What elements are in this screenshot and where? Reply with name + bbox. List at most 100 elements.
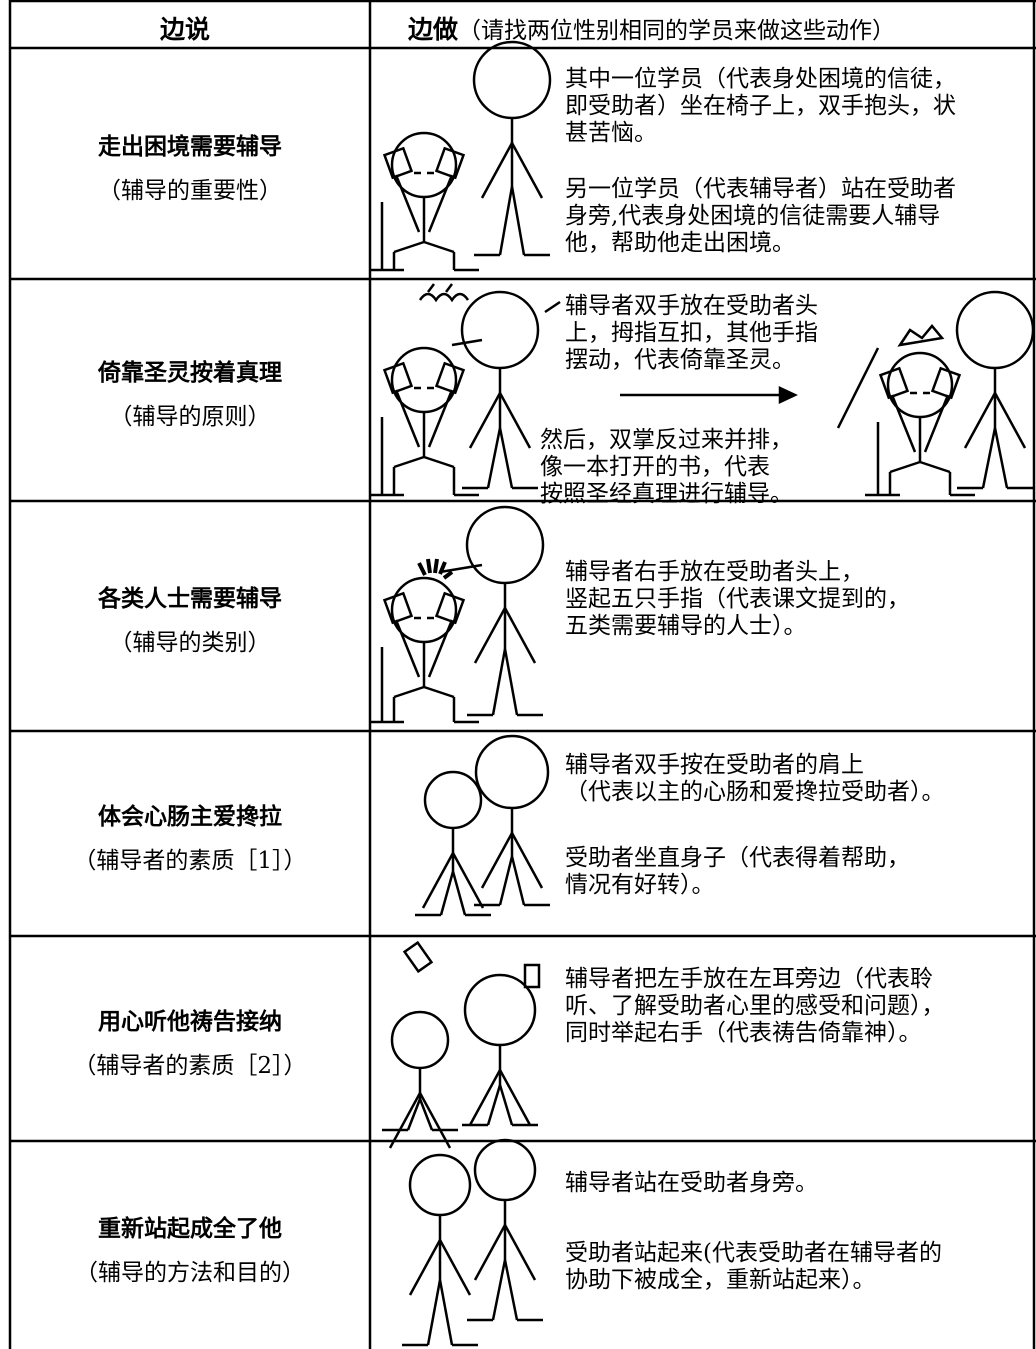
- figure-leg: [919, 460, 951, 474]
- figure-arm: [498, 1069, 532, 1126]
- figure-arm: [503, 607, 537, 664]
- figure-leg: [510, 186, 526, 256]
- figure-arm: [427, 619, 454, 678]
- figure-hand: [382, 591, 414, 625]
- row-subtitle: （辅导的类别）: [109, 630, 271, 656]
- description-line: 其中一位学员（代表身处困境的信徒，: [565, 66, 956, 92]
- figure-leg: [486, 427, 502, 489]
- figure-arm: [394, 619, 421, 678]
- row-title: 体会心肠主爱搀拉: [98, 803, 282, 830]
- figure-arm: [510, 832, 544, 889]
- figure-leg: [498, 856, 514, 906]
- arm-to-head: [451, 338, 483, 347]
- figure-head: [423, 770, 483, 830]
- figure-arm: [421, 852, 455, 909]
- description-line: 上，拇指互扣，其他手指: [565, 320, 818, 346]
- figure-leg: [438, 1279, 454, 1346]
- figure-arm: [394, 174, 421, 233]
- figure-leg: [491, 1259, 507, 1321]
- figure-arm: [498, 392, 532, 449]
- figure-leg: [406, 1098, 422, 1131]
- figure-head: [390, 1010, 450, 1070]
- figure-arm: [890, 394, 917, 453]
- figure-hand: [382, 361, 414, 395]
- figure-hand: [434, 146, 466, 180]
- description-line: 即受助者）坐在椅子上，双手抱头，状: [565, 93, 956, 119]
- description-line: （代表以主的心肠和爱搀拉受助者）。: [565, 779, 945, 805]
- figure-arm: [388, 1092, 422, 1149]
- description-line: 甚苦恼。: [565, 120, 657, 146]
- header-col2-title: 边做: [408, 15, 459, 44]
- figure-leg: [498, 186, 514, 256]
- figure-arm: [451, 852, 485, 909]
- figure-hand: [434, 361, 466, 395]
- description-line: 摆动，代表倚靠圣灵。: [565, 347, 795, 373]
- row-label: 重新站起成全了他 （辅导的方法和目的）: [10, 1209, 370, 1287]
- figure-head: [408, 1153, 472, 1217]
- figure-leg: [423, 455, 455, 469]
- header-col2: 边做（请找两位性别相同的学员来做这些动作）: [408, 10, 895, 46]
- figure-arm: [427, 389, 454, 448]
- row-title: 倚靠圣灵按着真理: [98, 360, 282, 386]
- description-line: 同时举起右手（代表祷告倚靠神）。: [565, 1020, 922, 1046]
- header-col2-note: （请找两位性别相同的学员来做这些动作）: [458, 18, 896, 44]
- description-line: 按照圣经真理进行辅导。: [540, 481, 793, 507]
- description-line: 辅导者把左手放在左耳旁边（代表聆: [565, 966, 933, 992]
- description-line: 他，帮助他走出困境。: [565, 230, 795, 256]
- row-subtitle: （辅导的原则）: [109, 404, 271, 430]
- figure-arm: [963, 392, 997, 449]
- pointer-line: [544, 300, 561, 314]
- description-line: 另一位学员（代表辅导者）站在受助者: [565, 176, 956, 202]
- arm-to-head: [439, 563, 483, 574]
- row-label: 走出困境需要辅导 （辅导的重要性）: [10, 127, 370, 205]
- figure-head: [465, 505, 545, 585]
- description-line: 辅导者站在受助者身旁。: [565, 1170, 818, 1196]
- figure-arm: [468, 1069, 502, 1126]
- description-line: 然后，双掌反过来并排，: [540, 427, 793, 453]
- figure-hand: [930, 366, 962, 400]
- row-label: 体会心肠主爱搀拉 （辅导者的素质［1］）: [10, 797, 370, 875]
- figure-arm: [418, 1092, 452, 1149]
- figure-arm: [993, 392, 1027, 449]
- figure-arm: [480, 142, 514, 199]
- row-subtitle: （辅导的方法和目的）: [75, 1259, 305, 1286]
- figure-leg: [491, 648, 507, 716]
- header-col1: 边说: [160, 15, 211, 44]
- description-line: 身旁,代表身处困境的信徒需要人辅导: [565, 203, 941, 229]
- row-subtitle: （辅导的重要性）: [98, 177, 282, 204]
- figure-head: [460, 290, 540, 370]
- row-title: 走出困境需要辅导: [98, 133, 282, 160]
- phone: [523, 963, 541, 989]
- figure-leg: [418, 1098, 434, 1131]
- row-label: 各类人士需要辅导 （辅导的类别）: [10, 579, 370, 657]
- figure-leg: [426, 1279, 442, 1346]
- figure-leg: [498, 427, 514, 489]
- figure-arm: [480, 832, 514, 889]
- phone: [402, 940, 434, 974]
- description-line: 辅导者右手放在受助者头上，: [565, 559, 864, 585]
- figure-arm: [473, 1224, 507, 1281]
- row-title: 重新站起成全了他: [98, 1215, 282, 1242]
- figure-head: [955, 290, 1035, 370]
- hand-five: [417, 558, 454, 580]
- figure-head: [472, 40, 552, 120]
- figure-leg: [393, 455, 425, 469]
- figure-leg: [393, 685, 425, 699]
- row-title: 用心听他祷告接纳: [98, 1008, 282, 1035]
- arrow-head: [778, 386, 798, 404]
- description-line: 受助者坐直身子（代表得着帮助，: [565, 845, 910, 871]
- row-subtitle: （辅导者的素质［1］）: [73, 847, 307, 874]
- row-subtitle: （辅导者的素质［2］）: [73, 1052, 307, 1079]
- figure-leg: [423, 685, 455, 699]
- figure-head: [473, 1138, 537, 1202]
- figure-arm: [510, 142, 544, 199]
- figure-leg: [498, 1084, 514, 1126]
- description-line: 辅导者双手按在受助者的肩上: [565, 752, 864, 778]
- figure-leg: [510, 856, 526, 906]
- figure-arm: [427, 174, 454, 233]
- description-line: 五类需要辅导的人士）。: [565, 613, 807, 639]
- description-line: 情况有好转）。: [565, 872, 715, 898]
- hand-book: [897, 324, 945, 347]
